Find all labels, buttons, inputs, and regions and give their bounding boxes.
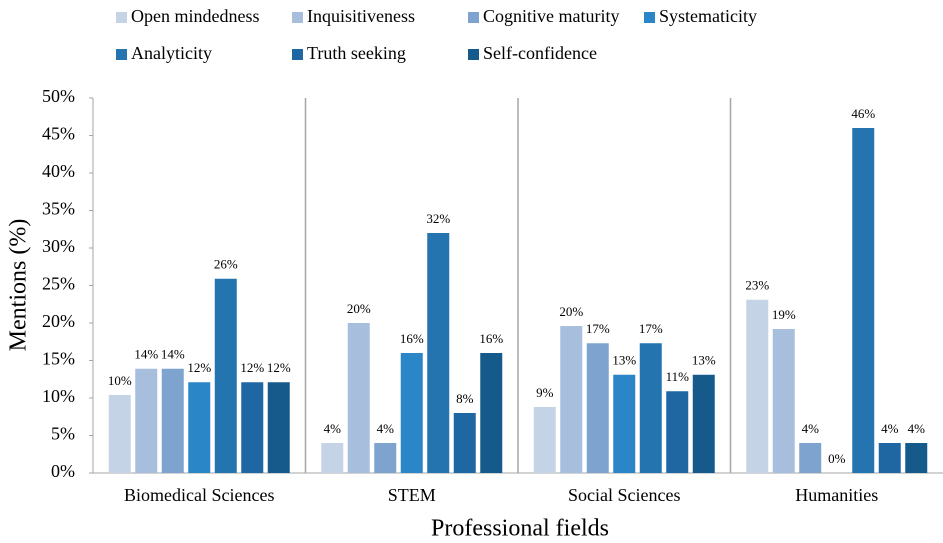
data-label: 14%	[134, 347, 158, 362]
bar	[692, 374, 715, 473]
legend-swatch	[292, 49, 303, 60]
y-tick-label: 20%	[42, 311, 75, 331]
data-label: 17%	[639, 321, 663, 336]
bar	[480, 353, 503, 473]
legend-swatch	[292, 12, 303, 23]
data-label: 9%	[536, 385, 554, 400]
bar	[799, 443, 822, 473]
bar	[214, 278, 237, 473]
legend-label: Self-confidence	[483, 43, 597, 63]
legend-swatch	[468, 49, 479, 60]
data-label: 12%	[240, 360, 264, 375]
data-label: 4%	[908, 421, 926, 436]
bar	[905, 443, 928, 473]
data-label: 46%	[851, 106, 875, 121]
legend-swatch	[116, 12, 127, 23]
bar	[878, 443, 901, 473]
data-label: 32%	[426, 211, 450, 226]
y-tick-label: 40%	[42, 161, 75, 181]
legend-label: Open mindedness	[131, 6, 259, 26]
legend-label: Systematicity	[659, 6, 757, 26]
bar	[267, 382, 290, 473]
bar	[241, 382, 264, 473]
bar	[453, 413, 476, 473]
data-label: 16%	[400, 331, 424, 346]
data-label: 16%	[479, 331, 503, 346]
y-tick-label: 30%	[42, 236, 75, 256]
data-label: 20%	[347, 301, 371, 316]
legend-label: Inquisitiveness	[307, 6, 415, 26]
data-label: 23%	[745, 278, 769, 293]
x-tick-label: Humanities	[795, 485, 878, 505]
bar	[772, 329, 795, 473]
data-label: 17%	[586, 321, 610, 336]
bar	[560, 326, 583, 473]
data-label: 8%	[456, 391, 474, 406]
bar	[108, 395, 131, 473]
data-label: 4%	[324, 421, 342, 436]
x-tick-label: STEM	[388, 485, 436, 505]
bar	[347, 323, 370, 473]
x-tick-label: Social Sciences	[568, 485, 680, 505]
data-label: 0%	[828, 451, 846, 466]
y-tick-label: 35%	[42, 199, 75, 219]
bar	[161, 368, 184, 473]
data-label: 10%	[108, 373, 132, 388]
y-tick-label: 25%	[42, 274, 75, 294]
y-tick-label: 5%	[51, 424, 75, 444]
y-tick-label: 45%	[42, 124, 75, 144]
bar	[666, 391, 689, 473]
y-tick-label: 0%	[51, 461, 75, 481]
legend-swatch	[116, 49, 127, 60]
legend-label: Cognitive maturity	[483, 6, 620, 26]
legend-label: Truth seeking	[307, 43, 406, 63]
legend-swatch	[468, 12, 479, 23]
data-label: 19%	[772, 307, 796, 322]
data-label: 12%	[187, 360, 211, 375]
bar	[321, 443, 344, 473]
data-label: 4%	[377, 421, 395, 436]
data-label: 12%	[267, 360, 291, 375]
data-label: 4%	[802, 421, 820, 436]
bar	[427, 233, 450, 473]
bar	[188, 382, 211, 473]
bar	[746, 299, 769, 473]
legend-swatch	[644, 12, 655, 23]
y-tick-label: 50%	[42, 86, 75, 106]
bar	[613, 374, 636, 473]
bar	[374, 443, 397, 473]
bar	[533, 407, 556, 473]
bar	[586, 343, 609, 473]
data-label: 20%	[559, 304, 583, 319]
y-tick-label: 15%	[42, 349, 75, 369]
x-tick-label: Biomedical Sciences	[124, 485, 274, 505]
bar	[639, 343, 662, 473]
data-label: 14%	[161, 347, 185, 362]
bar	[400, 353, 423, 473]
bar	[852, 128, 875, 473]
legend-label: Analyticity	[131, 43, 212, 63]
y-tick-label: 10%	[42, 386, 75, 406]
data-label: 13%	[612, 353, 636, 368]
data-label: 26%	[214, 257, 238, 272]
x-axis-title: Professional fields	[431, 516, 609, 542]
bar	[135, 368, 158, 473]
y-axis-title: Mentions (%)	[6, 219, 32, 352]
data-label: 13%	[692, 353, 716, 368]
data-label: 4%	[881, 421, 899, 436]
data-label: 11%	[666, 369, 690, 384]
